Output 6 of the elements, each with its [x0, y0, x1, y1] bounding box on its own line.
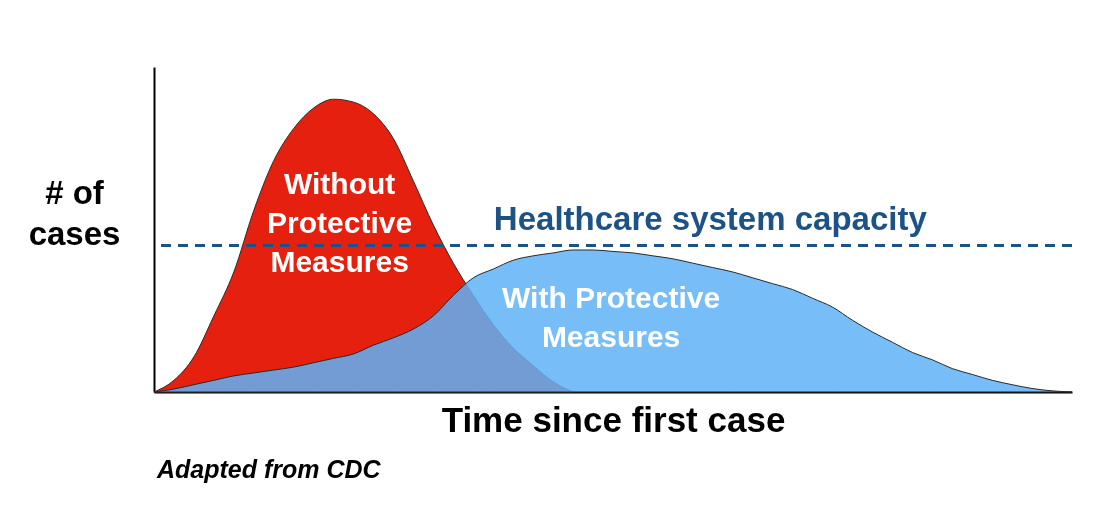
series-label: With Protective Measures — [502, 281, 721, 353]
text: Adapted from CDC — [156, 455, 382, 483]
series-label: Without Protective Measures — [267, 167, 413, 279]
ref-line-label: Healthcare system capacity — [493, 199, 928, 237]
x-axis-title: Time since first case — [441, 399, 786, 439]
y-axis-title: # of cases — [28, 173, 121, 252]
